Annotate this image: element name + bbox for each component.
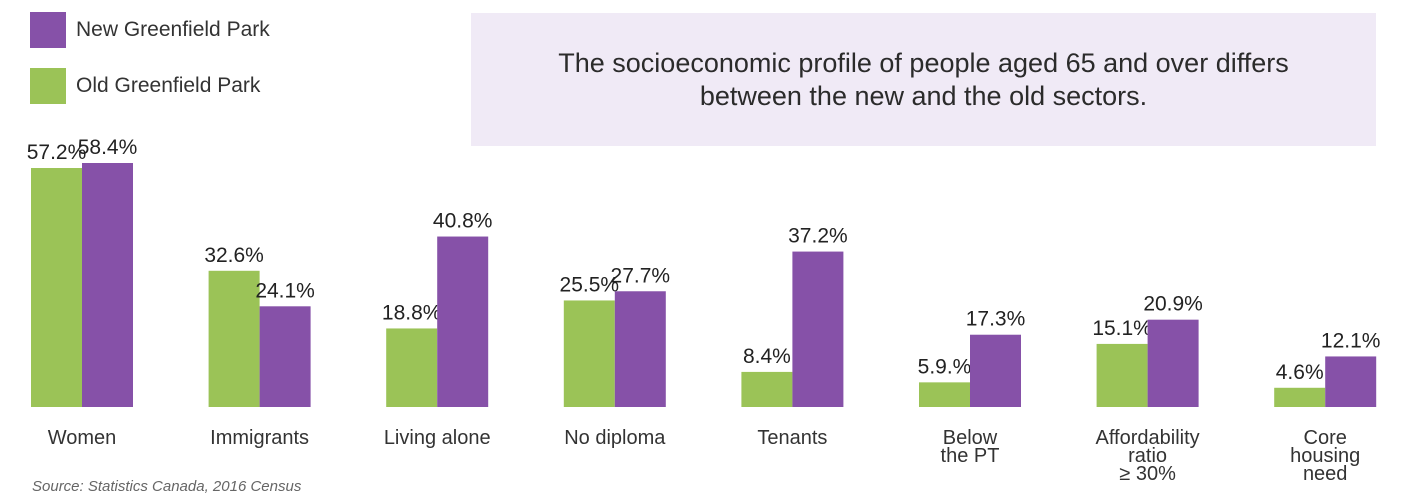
legend-label-new: New Greenfield Park (76, 18, 270, 41)
category-label-6-1: ratio (1128, 445, 1167, 467)
data-label-old-4: 8.4% (743, 345, 791, 368)
chart-title: The socioeconomic profile of people aged… (558, 48, 1289, 111)
bar-new-2 (437, 236, 489, 407)
data-label-new-0: 58.4% (78, 136, 138, 159)
category-label-5-1: the PT (941, 445, 1000, 467)
bar-old-0 (31, 168, 82, 407)
data-label-new-4: 37.2% (788, 225, 848, 248)
title-box: The socioeconomic profile of people aged… (471, 13, 1376, 146)
data-label-old-7: 4.6% (1276, 361, 1324, 384)
legend-swatch-new (30, 12, 66, 48)
bar-old-5 (919, 382, 970, 407)
bar-new-6 (1147, 319, 1199, 407)
bar-old-6 (1096, 343, 1148, 407)
category-label-5-0: Below (943, 427, 998, 449)
legend-item-new: New Greenfield Park (30, 10, 270, 50)
data-label-new-7: 12.1% (1321, 329, 1381, 352)
bar-old-1 (208, 270, 260, 407)
data-label-new-6: 20.9% (1143, 293, 1203, 316)
category-label-6-0: Affordability (1096, 427, 1200, 449)
category-label-3-0: No diploma (564, 427, 666, 449)
bar-old-4 (741, 371, 793, 407)
data-label-new-5: 17.3% (966, 308, 1026, 331)
data-label-old-0: 57.2% (27, 141, 87, 164)
bar-new-3 (614, 291, 666, 407)
category-label-1-0: Immigrants (210, 427, 309, 449)
legend-label-old: Old Greenfield Park (76, 74, 261, 97)
data-label-old-1: 32.6% (204, 244, 264, 267)
bar-old-7 (1274, 387, 1326, 407)
category-label-7-0: Core (1304, 427, 1347, 449)
data-label-old-3: 25.5% (560, 273, 620, 296)
data-label-new-2: 40.8% (433, 210, 493, 233)
category-label-7-2: need (1303, 463, 1348, 485)
legend-item-old: Old Greenfield Park (30, 66, 270, 106)
legend: New Greenfield Park Old Greenfield Park (30, 10, 270, 122)
bar-new-0 (82, 163, 133, 407)
data-label-old-5: 5.9.% (918, 355, 972, 378)
bar-old-2 (386, 328, 438, 407)
data-label-new-3: 27.7% (611, 264, 671, 287)
data-label-old-6: 15.1% (1092, 317, 1152, 340)
bar-new-5 (970, 334, 1021, 407)
category-label-7-1: housing (1290, 445, 1360, 467)
bar-new-4 (792, 251, 844, 407)
bar-new-7 (1325, 356, 1377, 407)
bar-old-3 (563, 300, 615, 407)
bar-new-1 (259, 306, 311, 407)
data-label-new-1: 24.1% (255, 279, 315, 302)
category-label-2-0: Living alone (384, 427, 491, 449)
category-label-6-2: ≥ 30% (1119, 463, 1176, 485)
category-label-0-0: Women (48, 427, 117, 449)
category-label-4-0: Tenants (757, 427, 827, 449)
data-label-old-2: 18.8% (382, 301, 442, 324)
legend-swatch-old (30, 68, 66, 104)
